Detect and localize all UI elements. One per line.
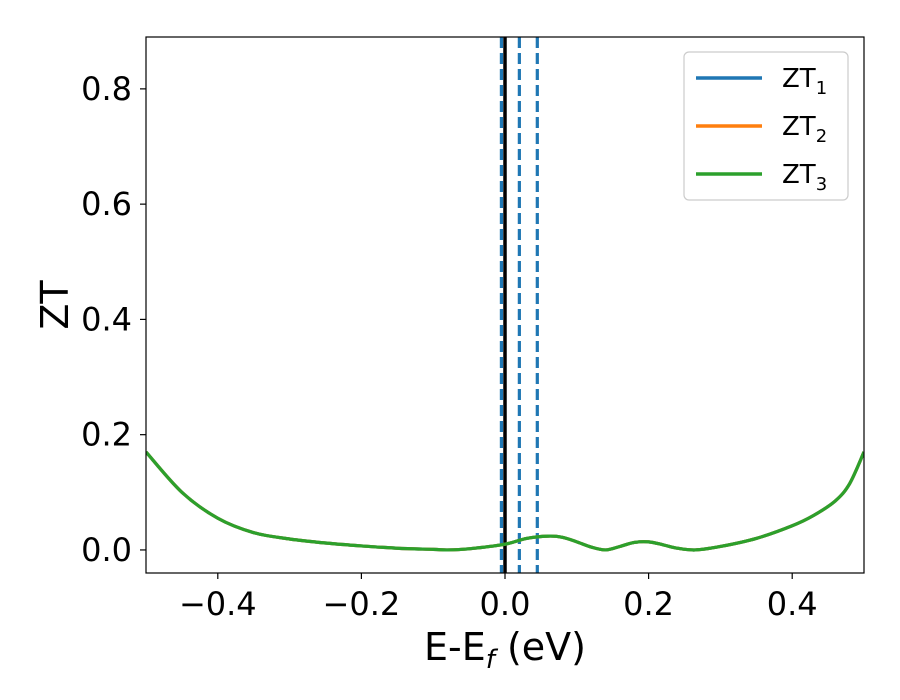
y-tick-label: 0.0 [81,531,132,569]
legend-label-zt2: ZT2 [782,112,827,147]
y-tick-label: 0.8 [81,70,132,108]
legend: ZT1 ZT2 ZT3 [683,51,849,201]
series-line-zt3 [146,450,864,552]
legend-box [683,51,849,201]
x-tick-label: −0.4 [179,585,257,623]
y-tick-label: 0.4 [81,300,132,338]
x-axis-label: E-Ef (eV) [424,625,586,675]
series-lines [146,450,864,552]
legend-label-zt1: ZT1 [782,64,827,99]
x-tick-label: 0.0 [480,585,531,623]
y-tick-label: 0.6 [81,185,132,223]
x-axis-ticks: −0.4 −0.2 0.0 0.2 0.4 [179,573,818,623]
x-tick-label: 0.2 [623,585,674,623]
vertical-lines [499,37,539,573]
x-tick-label: 0.4 [767,585,818,623]
y-tick-label: 0.2 [81,416,132,454]
y-axis-label: ZT [33,280,77,330]
y-axis-ticks: 0.0 0.2 0.4 0.6 0.8 [81,70,146,569]
x-tick-label: −0.2 [323,585,401,623]
legend-label-zt3: ZT3 [782,160,827,195]
